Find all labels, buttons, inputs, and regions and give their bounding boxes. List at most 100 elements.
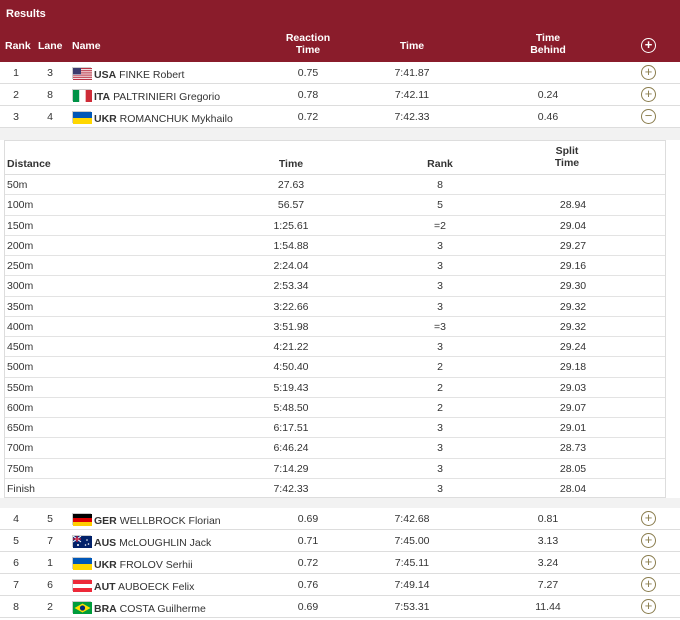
results-header: Rank Lane Name Reaction Time Time Time Beh… [0, 28, 680, 62]
expand-row-icon[interactable]: + [641, 511, 656, 526]
result-time: 7:53.31 [394, 601, 430, 613]
result-rank: 7 [13, 579, 19, 591]
result-name: WELLBROCK Florian [119, 515, 221, 527]
split-split-time: 29.04 [559, 219, 587, 232]
result-noc: AUS [94, 537, 117, 549]
result-athlete[interactable]: AUS McLOUGHLIN Jack [72, 535, 211, 549]
split-rank: 3 [437, 260, 443, 272]
col-name: Name [72, 40, 101, 52]
split-distance: 300m [7, 280, 34, 293]
expand-row-icon[interactable]: + [641, 555, 656, 570]
split-rank: 2 [437, 401, 443, 414]
ukr-flag-icon [72, 111, 92, 124]
result-athlete[interactable]: UKR ROMANCHUK Mykhailo [72, 111, 233, 125]
result-name: McLOUGHLIN Jack [119, 537, 212, 549]
split-rank: 3 [437, 442, 443, 455]
split-time: 5:48.50 [273, 401, 309, 414]
result-noc: GER [94, 515, 117, 527]
split-distance: 100m [7, 199, 34, 212]
split-time: 3:51.98 [273, 320, 309, 333]
split-time: 4:21.22 [273, 341, 309, 353]
split-rank: 8 [437, 179, 443, 191]
split-split-time: 29.27 [559, 239, 587, 252]
expand-all-icon[interactable]: + [641, 38, 656, 53]
split-col-rank: Rank [427, 158, 453, 170]
split-row: 200m 1:54.88 3 29.27 [5, 236, 665, 256]
split-split-time: 28.04 [559, 482, 587, 495]
result-athlete[interactable]: UKR FROLOV Serhii [72, 557, 193, 571]
split-split-time: 29.24 [559, 341, 587, 353]
result-row[interactable]: 8 2 BRA COSTA Guilherme 0.69 7:53.31 11.… [0, 596, 680, 618]
result-lane: 4 [47, 111, 53, 123]
split-time: 5:19.43 [273, 381, 309, 394]
result-row[interactable]: 7 6 AUT AUBOECK Felix 0.76 7:49.14 7.27 … [0, 574, 680, 596]
split-split-time: 29.16 [559, 260, 587, 272]
result-row[interactable]: 4 5 GER WELLBROCK Florian 0.69 7:42.68 0… [0, 508, 680, 530]
split-time: 6:17.51 [273, 422, 309, 434]
result-noc: UKR [94, 113, 117, 125]
result-name: FROLOV Serhii [119, 559, 193, 571]
result-time: 7:42.11 [394, 89, 430, 101]
aus-flag-icon [72, 535, 92, 548]
expand-row-icon[interactable]: + [641, 65, 656, 80]
split-row: 350m 3:22.66 3 29.32 [5, 297, 665, 317]
result-reaction-time: 0.69 [297, 513, 319, 525]
split-rank: 3 [437, 300, 443, 313]
result-athlete[interactable]: GER WELLBROCK Florian [72, 513, 221, 527]
split-distance: 600m [7, 401, 34, 414]
result-name: AUBOECK Felix [117, 581, 195, 593]
result-name: PALTRINIERI Gregorio [113, 91, 221, 103]
result-reaction-time: 0.75 [297, 67, 319, 79]
expand-row-icon[interactable]: + [641, 533, 656, 548]
result-lane: 3 [47, 67, 53, 79]
expand-row-icon[interactable]: + [641, 577, 656, 592]
result-reaction-time: 0.76 [297, 579, 319, 591]
result-lane: 5 [47, 513, 53, 525]
split-split-time: 29.32 [559, 320, 587, 333]
split-col-time: Time [278, 158, 304, 170]
expand-row-icon[interactable]: + [641, 87, 656, 102]
split-header: Distance Time Rank Split Time [5, 141, 665, 175]
split-distance: 400m [7, 320, 34, 333]
collapse-row-icon[interactable]: − [641, 109, 656, 124]
col-reaction: Reaction Time [285, 32, 331, 56]
result-row[interactable]: 6 1 UKR FROLOV Serhii 0.72 7:45.11 3.24 … [0, 552, 680, 574]
result-athlete[interactable]: ITA PALTRINIERI Gregorio [72, 89, 220, 103]
result-time-behind: 3.13 [537, 535, 559, 547]
ita-flag-icon [72, 89, 92, 102]
result-reaction-time: 0.72 [297, 111, 319, 123]
result-rank: 1 [13, 67, 19, 79]
result-athlete[interactable]: USA FINKE Robert [72, 67, 184, 81]
split-distance: 350m [7, 300, 34, 313]
split-split-time: 28.73 [559, 442, 587, 455]
result-athlete[interactable]: BRA COSTA Guilherme [72, 601, 206, 615]
split-row: 600m 5:48.50 2 29.07 [5, 398, 665, 418]
split-distance: 700m [7, 442, 34, 455]
result-row[interactable]: 2 8 ITA PALTRINIERI Gregorio 0.78 7:42.1… [0, 84, 680, 106]
result-row[interactable]: 5 7 AUS McLOUGHLIN Jack 0.71 7:45.00 3.1… [0, 530, 680, 552]
split-spacer [0, 128, 680, 140]
split-time: 2:24.04 [273, 260, 309, 272]
split-time: 1:54.88 [273, 239, 309, 252]
split-row: Finish 7:42.33 3 28.04 [5, 479, 665, 499]
split-rank: 3 [437, 482, 443, 495]
usa-flag-icon [72, 67, 92, 80]
split-row: 250m 2:24.04 3 29.16 [5, 256, 665, 277]
split-rank: 2 [437, 381, 443, 394]
split-rank: 3 [437, 239, 443, 252]
result-noc: AUT [94, 581, 116, 593]
col-time: Time [399, 40, 425, 52]
result-athlete[interactable]: AUT AUBOECK Felix [72, 579, 194, 593]
result-noc: BRA [94, 603, 117, 615]
split-row: 50m 27.63 8 [5, 175, 665, 196]
split-distance: 550m [7, 381, 34, 394]
split-distance: 450m [7, 341, 34, 353]
result-rank: 6 [13, 557, 19, 569]
expand-row-icon[interactable]: + [641, 599, 656, 614]
result-reaction-time: 0.71 [297, 535, 319, 547]
split-col-split-time: Split Time [554, 145, 580, 169]
result-row[interactable]: 3 4 UKR ROMANCHUK Mykhailo 0.72 7:42.33 … [0, 106, 680, 128]
result-time-behind: 11.44 [535, 601, 561, 613]
result-time: 7:45.11 [394, 557, 430, 569]
result-row[interactable]: 1 3 USA FINKE Robert 0.75 7:41.87 + [0, 62, 680, 84]
